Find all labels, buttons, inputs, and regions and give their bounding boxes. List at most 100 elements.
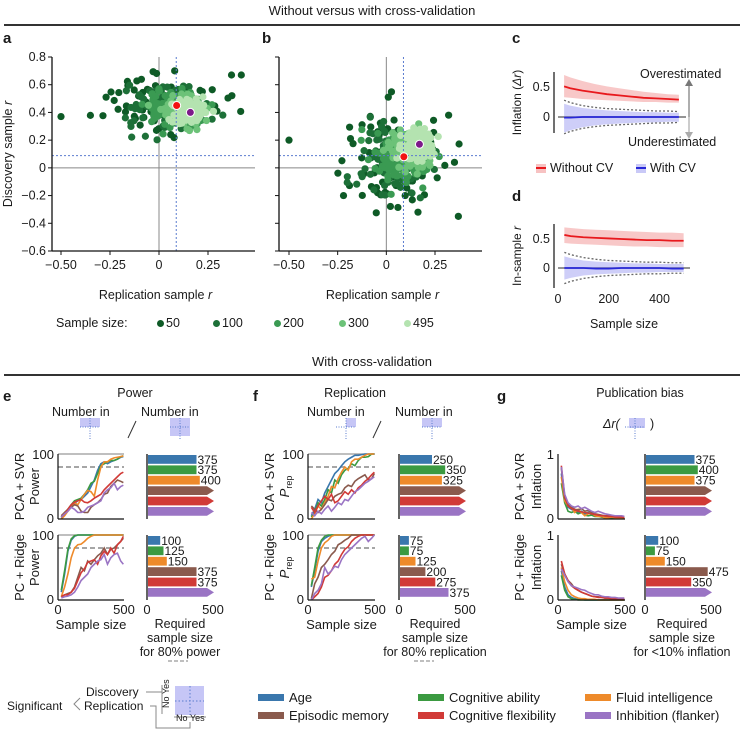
x-axis-label-var: r: [208, 288, 213, 302]
scatter-point-outlier: [171, 67, 179, 75]
scatter-point-outlier: [445, 111, 453, 119]
bar-arrow-inhibition: [400, 507, 466, 516]
y-tick-label: 0: [543, 110, 550, 124]
scatter-point-n100: [141, 132, 149, 140]
bar-value-label: 350: [692, 575, 712, 589]
quadrant-icon: [336, 418, 356, 440]
y-tick-label: 0: [39, 161, 46, 175]
scatter-point-n100: [370, 186, 378, 194]
y-tick-label: 0: [47, 511, 54, 526]
line-cognitive-ability: [310, 453, 375, 518]
scatter-point-n50: [455, 140, 463, 148]
scatter-point-n50: [136, 121, 144, 129]
scatter-point-n495: [405, 147, 413, 155]
line-inhibition: [310, 534, 375, 601]
x-tick-label: 400: [649, 292, 670, 306]
bar-x-tick-label: 500: [454, 602, 476, 617]
scatter-point-n200: [385, 161, 393, 169]
line-cognitive-flexibility: [60, 471, 124, 518]
y-tick-label: −0.6: [21, 244, 46, 258]
bar-value-label: 375: [198, 565, 218, 579]
bar-value-label: 375: [198, 463, 218, 477]
scatter-point-n100: [378, 191, 387, 199]
scatter-point-n300: [193, 126, 201, 134]
x-axis-label: Sample size: [590, 317, 658, 331]
scatter-point-n200: [389, 171, 398, 179]
x-tick-label: 0: [54, 602, 61, 617]
scatter-point-n50: [367, 123, 375, 131]
bar-x-tick-label: 500: [202, 602, 224, 617]
arrow-down-icon: [685, 132, 693, 139]
bar-cognitive-ability: [646, 465, 698, 475]
replication-bar-xlabel: Required sample size for 80% replication: [370, 617, 500, 659]
x-tick-label: 0.25: [196, 258, 220, 272]
mean-line-without-cv: [564, 234, 684, 242]
scatter-point-n50: [387, 88, 396, 96]
row-label-metric: Inflation: [529, 464, 544, 510]
band-panel-d: 0.5 0 In-sample r 0 200 400 Sample size: [510, 224, 690, 331]
panel-label-b: b: [262, 30, 272, 47]
y-tick-label: 0.5: [533, 232, 550, 246]
scatter-point-n200: [374, 129, 382, 137]
x-axis-label: Sample size: [556, 617, 627, 632]
scatter-point-outlier: [339, 191, 348, 200]
x-tick-label: 500: [113, 602, 135, 617]
bar-value-label: 125: [417, 555, 437, 569]
bottom-section-title: With cross-validation: [312, 354, 432, 369]
scatter-point-n200: [148, 90, 156, 98]
bar-value-label: 375: [198, 575, 218, 589]
scatter-point-outlier: [57, 112, 65, 121]
scatter-panel-b: −0.50 −0.25 0 0.25 Replication sample r: [273, 56, 482, 302]
bar-value-label: 325: [443, 474, 463, 488]
y-axis-label-var: Δr: [510, 73, 524, 87]
scatter-point-n495: [393, 154, 401, 162]
scatter-point-n50: [114, 105, 122, 113]
sample-size-dot: [339, 319, 346, 327]
sample-size-legend-item: 200: [274, 316, 304, 330]
bar-fluid-intelligence: [400, 475, 442, 485]
quadrant-fill: [422, 418, 442, 427]
line-fluid-intelligence: [60, 534, 124, 598]
legend-swatch: [585, 694, 611, 701]
inflation-bar-xlabel-3: for <10% inflation: [633, 645, 731, 659]
row-label-subscript: rep: [284, 476, 294, 489]
bar-value-label: 150: [666, 555, 686, 569]
scatter-point-n100: [137, 93, 146, 101]
line-fluid-intelligence: [60, 455, 124, 520]
bar-cognitive-flexibility: [400, 577, 436, 587]
scatter-point-n50: [414, 208, 422, 216]
bar-cognitive-ability: [148, 465, 197, 475]
scatter-point-n50: [345, 123, 354, 131]
bar-x-tick-label: 500: [700, 602, 722, 617]
y-tick-label: 0.4: [29, 105, 46, 119]
legend-label: Inhibition (flanker): [616, 708, 720, 723]
y-tick-label: 0: [297, 511, 304, 526]
scatter-point-n495: [418, 126, 426, 134]
scatter-point-n300: [202, 116, 211, 125]
scatter-point-n200: [178, 84, 186, 93]
legend-label: Fluid intelligence: [616, 690, 713, 705]
mean-line-with-cv: [564, 116, 679, 119]
y-axis-label-var: r: [510, 225, 524, 230]
overestimated-label: Overestimated: [640, 67, 722, 81]
sample-size-dot: [157, 319, 164, 327]
scatter-point-outlier: [167, 131, 175, 139]
bar-cognitive-ability: [400, 465, 446, 475]
scatter-point-n200: [155, 85, 163, 93]
quadrant-icon: [625, 418, 645, 440]
scatter-point-n200: [371, 148, 379, 156]
bar-fluid-intelligence: [646, 556, 665, 566]
scatter-point-n495: [175, 120, 183, 128]
row-label-model: PCA + SVR: [262, 453, 277, 521]
scatter-point-n50: [338, 157, 346, 165]
x-axis-label: Sample size: [56, 617, 127, 632]
scatter-point-n100: [353, 180, 361, 188]
x-tick-label: 0: [304, 602, 311, 617]
top-section-title: Without versus with cross-validation: [268, 3, 476, 18]
